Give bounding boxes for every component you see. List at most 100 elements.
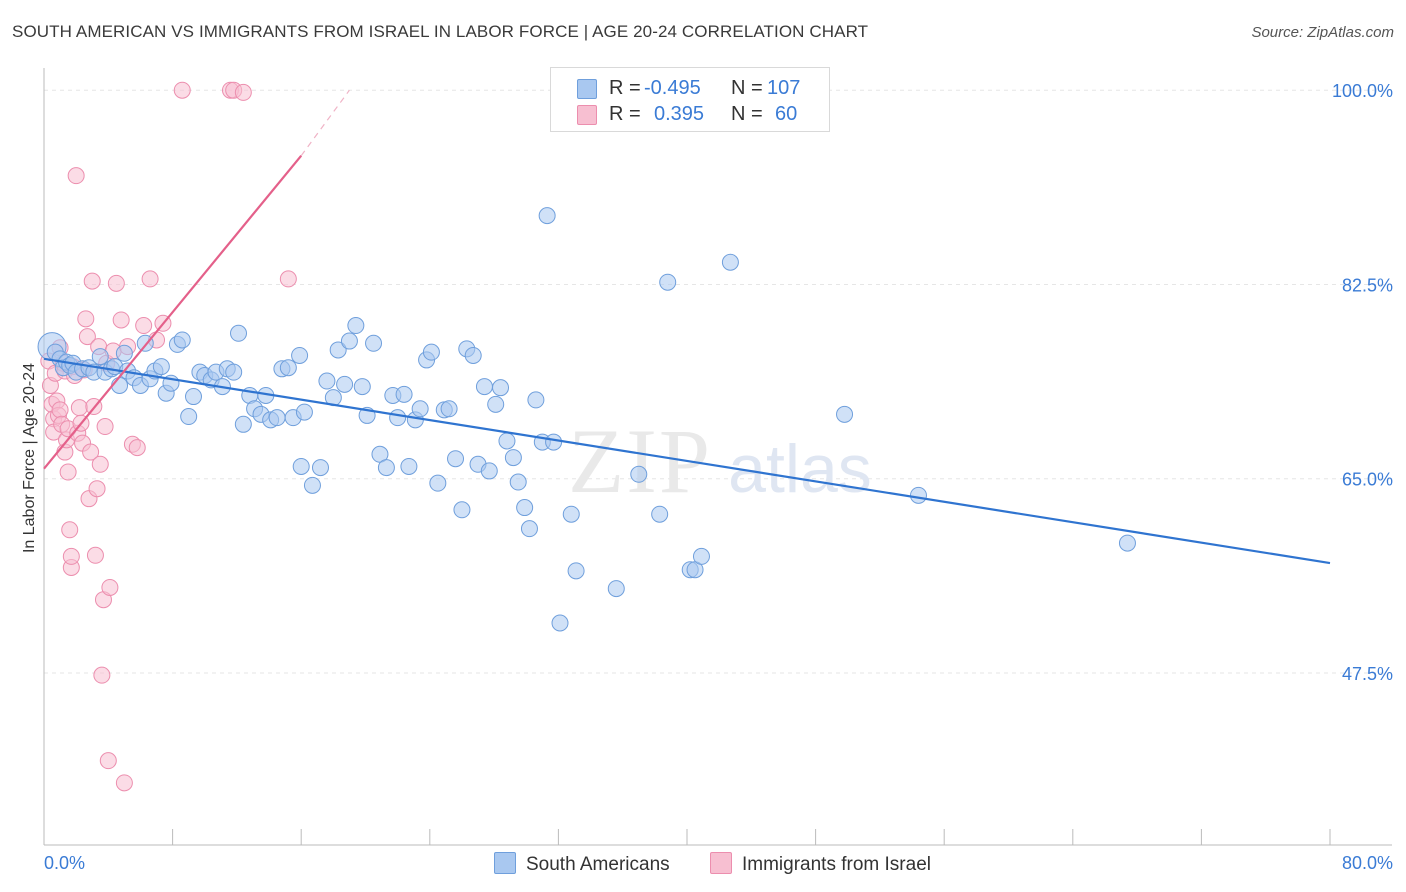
legend-swatch-pink (710, 852, 732, 874)
blue-point (329, 341, 347, 359)
blue-point (353, 378, 371, 396)
blue-point (365, 334, 383, 352)
legend-swatch-blue (494, 852, 516, 874)
blue-point (721, 253, 739, 271)
axes (43, 68, 1392, 846)
pink-trend-line (43, 154, 303, 470)
blue-point (422, 343, 440, 361)
blue-point (411, 400, 429, 418)
blue-point (173, 331, 191, 349)
blue-point (480, 462, 498, 480)
blue-point (659, 273, 677, 291)
blue-point (115, 344, 133, 362)
blue-point (527, 391, 545, 409)
y-tick-label: 47.5% (1342, 664, 1393, 684)
legend-r-value: 0.395 (654, 103, 705, 125)
y-tick-label: 65.0% (1342, 470, 1393, 490)
blue-point (377, 459, 395, 477)
blue-point (111, 376, 129, 394)
blue-point (295, 403, 313, 421)
pink-point (78, 328, 96, 346)
blue-point (311, 459, 329, 477)
legend-n-label: N = (731, 103, 763, 125)
y-tick-label: 82.5% (1342, 275, 1393, 295)
bottom-legend-label: South Americans (526, 854, 670, 875)
pink-points (40, 81, 297, 792)
pink-point (279, 270, 297, 288)
blue-point (538, 207, 556, 225)
pink-point (115, 774, 133, 792)
legend-n-value: 60 (775, 103, 798, 125)
y-tick-label: 100.0% (1332, 81, 1393, 101)
pink-point (70, 399, 88, 417)
blue-point (318, 372, 336, 390)
pink-point (59, 463, 77, 481)
blue-point (303, 476, 321, 494)
blue-point (234, 415, 252, 433)
blue-point (268, 409, 286, 427)
legend-swatch-pink (577, 105, 597, 125)
blue-point (487, 395, 505, 413)
blue-point (440, 400, 458, 418)
blue-point (836, 405, 854, 423)
pink-point (141, 270, 159, 288)
blue-point (509, 473, 527, 491)
blue-point (567, 562, 585, 580)
blue-point (453, 501, 471, 519)
chart-title: SOUTH AMERICAN VS IMMIGRANTS FROM ISRAEL… (12, 22, 869, 41)
blue-point (291, 346, 309, 364)
y-axis-label: In Labor Force | Age 20-24 (21, 362, 38, 554)
legend-row-south-americans: R = -0.495 N = 107 (551, 76, 829, 102)
pink-point (67, 167, 85, 185)
pink-point (51, 401, 69, 419)
watermark: ZIP atlas (568, 410, 872, 512)
blue-point (504, 449, 522, 467)
tick-labels: 47.5% 65.0% 82.5% 100.0% 0.0% 80.0% (44, 81, 1393, 873)
pink-point (93, 666, 111, 684)
blue-point (336, 375, 354, 393)
blue-point (475, 378, 493, 396)
legend-swatch-blue (577, 79, 597, 99)
svg-text:atlas: atlas (728, 431, 872, 507)
bottom-legend-israel: Immigrants from Israel (710, 852, 931, 876)
blue-point (389, 409, 407, 427)
blue-point (1118, 534, 1136, 552)
blue-point (91, 348, 109, 366)
blue-point (498, 432, 516, 450)
blue-point (516, 499, 534, 517)
blue-point (651, 505, 669, 523)
pink-point (86, 546, 104, 564)
blue-point (400, 457, 418, 475)
blue-point (184, 388, 202, 406)
blue-point (347, 317, 365, 335)
pink-point (77, 310, 95, 328)
x-tick-label: 0.0% (44, 853, 85, 873)
bottom-legend-south-americans: South Americans (494, 852, 670, 876)
source-label: Source: ZipAtlas.com (1251, 24, 1394, 41)
blue-point (279, 359, 297, 377)
pink-point (234, 83, 252, 101)
blue-point (630, 465, 648, 483)
pink-point (128, 439, 146, 457)
gridlines (44, 89, 1392, 674)
blue-point (152, 358, 170, 376)
blue-point (909, 486, 927, 504)
blue-point (180, 408, 198, 426)
legend-n-value: 107 (767, 77, 801, 99)
blue-point (545, 433, 563, 451)
pink-point (112, 311, 130, 329)
blue-points (37, 207, 1136, 632)
blue-point (464, 346, 482, 364)
x-tick-label: 80.0% (1342, 853, 1393, 873)
pink-point (107, 274, 125, 292)
legend-row-israel: R = 0.395 N = 60 (551, 102, 829, 128)
pink-point (99, 752, 117, 770)
legend-r-value: -0.495 (644, 77, 701, 99)
legend-r-label: R = (609, 103, 641, 125)
blue-point (230, 324, 248, 342)
pink-point (61, 521, 79, 539)
blue-point (562, 505, 580, 523)
pink-point (96, 418, 114, 436)
blue-point (340, 332, 358, 350)
